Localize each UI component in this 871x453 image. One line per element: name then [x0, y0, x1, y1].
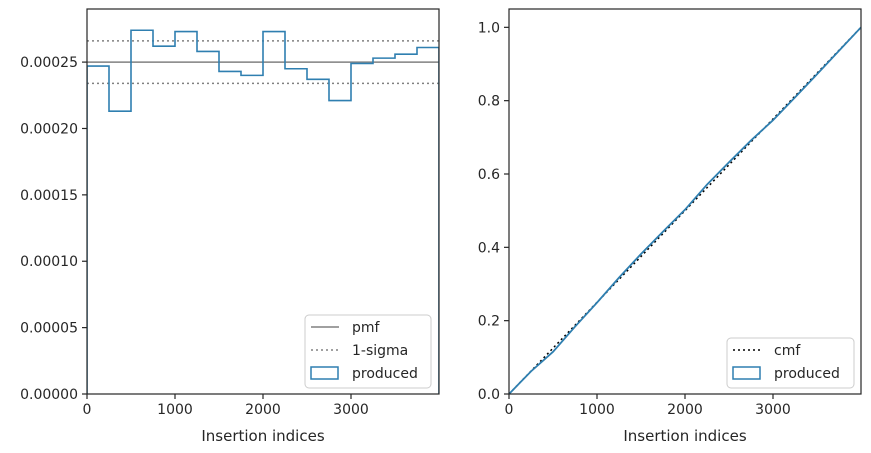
legend-label-produced: produced — [774, 366, 840, 382]
legend-label-produced: produced — [352, 366, 418, 382]
x-tick-label: 3000 — [333, 402, 369, 418]
produced-cdf-line — [509, 26, 861, 394]
left-panel-pmf: 0 1000 2000 3000 0.00000 0.00005 0.00010 0.0001… — [20, 8, 440, 445]
axes-frame — [508, 8, 862, 395]
y-tick-label: 0.00025 — [20, 55, 78, 71]
legend: pmf 1-sigma produced — [304, 314, 432, 389]
y-tick-label: 1.0 — [478, 20, 500, 36]
y-tick-label: 0.00020 — [20, 121, 78, 137]
x-axis-label: Insertion indices — [623, 427, 746, 445]
legend-label-cmf: cmf — [774, 343, 801, 359]
x-axis-label: Insertion indices — [201, 427, 324, 445]
x-tick-label: 1000 — [579, 402, 615, 418]
y-tick-label: 0.0 — [478, 387, 500, 403]
y-tick-label: 0.8 — [478, 94, 500, 110]
x-tick-label: 2000 — [667, 402, 703, 418]
produced-histogram-step — [87, 29, 439, 394]
y-tick-label: 0.00000 — [20, 387, 78, 403]
y-tick-label: 0.4 — [478, 240, 500, 256]
plot-area — [87, 29, 439, 394]
plot-area — [509, 26, 861, 394]
legend-box — [304, 314, 432, 389]
x-tick-label: 0 — [505, 402, 514, 418]
y-tick-label: 0.00005 — [20, 321, 78, 337]
y-tick-label: 0.00015 — [20, 188, 78, 204]
x-tick-label: 1000 — [157, 402, 193, 418]
y-tick-label: 0.00010 — [20, 254, 78, 270]
y-tick-label: 0.2 — [478, 314, 500, 330]
x-tick-label: 2000 — [245, 402, 281, 418]
legend: cmf produced — [726, 337, 855, 389]
x-tick-label: 0 — [83, 402, 92, 418]
legend-swatch-produced — [310, 366, 339, 380]
legend-swatch-produced — [732, 366, 761, 380]
y-tick-label: 0.6 — [478, 167, 500, 183]
legend-label-pmf: pmf — [352, 320, 381, 336]
right-panel-cmf: 0 1000 2000 3000 0.0 0.2 0.4 0.6 0.8 1.0 Insertion… — [478, 8, 862, 445]
x-tick-label: 3000 — [755, 402, 791, 418]
legend-label-1-sigma: 1-sigma — [352, 343, 408, 359]
